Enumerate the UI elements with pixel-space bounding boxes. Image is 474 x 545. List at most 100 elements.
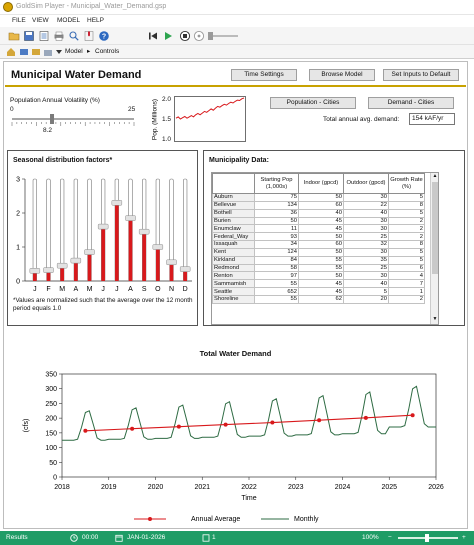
step-icon[interactable]: [193, 30, 205, 42]
table-cell[interactable]: 2: [388, 294, 425, 304]
table-cell[interactable]: 11: [254, 224, 299, 234]
table-cell[interactable]: 32: [343, 240, 389, 249]
table-cell[interactable]: 8: [388, 200, 425, 210]
table-cell[interactable]: 5: [388, 208, 425, 218]
open-folder-icon[interactable]: [8, 30, 20, 42]
table-cell[interactable]: 60: [298, 240, 344, 249]
menu-model[interactable]: MODEL: [57, 17, 81, 24]
table-cell[interactable]: 50: [298, 232, 344, 242]
table-cell[interactable]: 97: [254, 271, 299, 281]
seasonal-slider-handle[interactable]: [70, 257, 82, 264]
seasonal-slider-handle[interactable]: [29, 268, 41, 274]
demand-cities-button[interactable]: Demand - Cities: [368, 97, 454, 109]
table-cell[interactable]: 50: [298, 271, 344, 281]
play-icon[interactable]: [162, 30, 174, 42]
table-cell[interactable]: 2: [388, 216, 425, 226]
properties-icon[interactable]: [38, 30, 50, 42]
seasonal-slider-handle[interactable]: [97, 223, 109, 230]
table-cell[interactable]: 50: [298, 193, 344, 202]
table-cell[interactable]: 75: [254, 193, 299, 202]
table-cell[interactable]: 84: [254, 255, 299, 265]
table-cell[interactable]: 6: [388, 263, 425, 273]
table-cell[interactable]: 40: [298, 208, 344, 218]
table-cell[interactable]: 5: [343, 287, 389, 296]
seasonal-slider-handle[interactable]: [43, 267, 54, 273]
table-cell[interactable]: 8: [388, 240, 425, 249]
table-cell[interactable]: 30: [343, 216, 389, 226]
set-inputs-default-button[interactable]: Set Inputs to Default: [383, 69, 459, 81]
table-cell[interactable]: 50: [254, 216, 299, 226]
table-cell[interactable]: 5: [388, 255, 425, 265]
table-cell[interactable]: 22: [343, 200, 389, 210]
home-icon[interactable]: [6, 47, 16, 57]
seasonal-slider-handle[interactable]: [179, 266, 191, 272]
breadcrumb-current[interactable]: Controls: [95, 48, 120, 55]
rewind-icon[interactable]: [147, 30, 159, 42]
scroll-down-icon[interactable]: ▼: [432, 316, 438, 322]
table-scrollbar[interactable]: ▲ ▼: [430, 173, 438, 324]
bookmark-icon[interactable]: [83, 30, 95, 42]
table-cell[interactable]: 30: [343, 224, 389, 234]
seasonal-slider-handle[interactable]: [125, 215, 136, 221]
menu-file[interactable]: FILE: [12, 17, 26, 24]
table-cell[interactable]: 58: [254, 263, 299, 273]
table-cell[interactable]: 55: [254, 294, 299, 304]
table-cell[interactable]: 30: [343, 193, 389, 202]
volatility-slider-thumb[interactable]: [50, 114, 55, 124]
print-icon[interactable]: [53, 30, 65, 42]
breadcrumb-root[interactable]: Model: [65, 48, 83, 55]
zoom-out-icon[interactable]: −: [388, 534, 392, 541]
table-cell[interactable]: 40: [343, 208, 389, 218]
seasonal-slider-handle[interactable]: [138, 228, 150, 235]
browse-model-button[interactable]: Browse Model: [309, 69, 375, 81]
help-icon[interactable]: ?: [98, 30, 110, 42]
seasonal-slider-handle[interactable]: [84, 249, 95, 255]
table-cell[interactable]: 93: [254, 232, 299, 242]
forward-icon[interactable]: [31, 47, 41, 57]
table-cell[interactable]: 5: [388, 193, 425, 202]
table-cell[interactable]: 45: [298, 287, 344, 296]
table-cell[interactable]: 62: [298, 294, 344, 304]
back-icon[interactable]: [19, 47, 29, 57]
speed-slider-thumb[interactable]: [208, 32, 213, 40]
table-cell[interactable]: 134: [254, 200, 299, 210]
seasonal-slider-handle[interactable]: [166, 259, 177, 266]
table-cell[interactable]: 40: [343, 279, 389, 289]
table-cell[interactable]: 652: [254, 287, 299, 296]
menu-help[interactable]: HELP: [87, 17, 104, 24]
menu-view[interactable]: VIEW: [32, 17, 49, 24]
stop-icon[interactable]: [179, 30, 191, 42]
scroll-thumb[interactable]: [432, 182, 438, 274]
table-cell[interactable]: 1: [388, 287, 425, 296]
table-cell[interactable]: 4: [388, 271, 425, 281]
table-cell[interactable]: 45: [298, 224, 344, 234]
seasonal-slider-handle[interactable]: [56, 262, 68, 269]
table-cell[interactable]: 25: [343, 263, 389, 273]
table-cell[interactable]: 50: [298, 247, 344, 257]
menu-chevron-icon[interactable]: [55, 47, 63, 57]
table-cell[interactable]: 55: [298, 263, 344, 273]
table-cell[interactable]: 55: [298, 255, 344, 265]
table-cell[interactable]: 45: [298, 279, 344, 289]
table-cell[interactable]: 5: [388, 247, 425, 257]
table-cell[interactable]: 36: [254, 208, 299, 218]
volatility-slider[interactable]: [9, 113, 137, 127]
save-icon[interactable]: [23, 30, 35, 42]
table-cell[interactable]: 2: [388, 224, 425, 234]
time-settings-button[interactable]: Time Settings: [231, 69, 297, 81]
table-cell[interactable]: 60: [298, 200, 344, 210]
table-cell[interactable]: 25: [343, 232, 389, 242]
table-cell[interactable]: 7: [388, 279, 425, 289]
table-cell[interactable]: 35: [343, 255, 389, 265]
seasonal-slider-handle[interactable]: [152, 244, 164, 250]
speed-slider[interactable]: [208, 32, 238, 40]
seasonal-slider-handle[interactable]: [111, 200, 123, 206]
zoom-slider-thumb[interactable]: [425, 534, 429, 542]
up-icon[interactable]: [43, 47, 53, 57]
table-cell[interactable]: 30: [343, 247, 389, 257]
table-cell[interactable]: 124: [254, 247, 299, 257]
table-cell[interactable]: 20: [343, 294, 389, 304]
scroll-up-icon[interactable]: ▲: [432, 173, 438, 179]
population-cities-button[interactable]: Population - Cities: [270, 97, 356, 109]
table-cell[interactable]: 55: [254, 279, 299, 289]
